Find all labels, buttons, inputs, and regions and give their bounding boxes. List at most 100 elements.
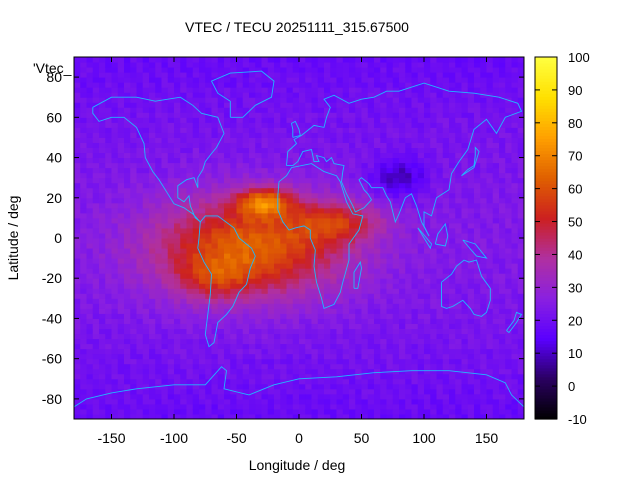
heatmap-cell: [80, 212, 87, 219]
heatmap-cell: [155, 393, 162, 400]
heatmap-cell: [461, 248, 469, 254]
heatmap-cell: [224, 197, 231, 204]
heatmap-cell: [455, 253, 462, 259]
heatmap-cell: [367, 283, 375, 289]
heatmap-cell: [205, 263, 212, 269]
heatmap-cell: [230, 248, 237, 254]
heatmap-cell: [211, 207, 219, 214]
heatmap-cell: [417, 293, 425, 299]
heatmap-cell: [292, 363, 300, 370]
heatmap-cell: [299, 172, 306, 179]
heatmap-cell: [486, 353, 494, 360]
heatmap-cell: [117, 333, 125, 340]
heatmap-cell: [292, 393, 300, 400]
heatmap-cell: [255, 243, 262, 249]
heatmap-cell: [286, 358, 294, 365]
heatmap-cell: [117, 87, 125, 93]
heatmap-cell: [292, 82, 300, 88]
heatmap-cell: [367, 177, 375, 184]
heatmap-cell: [324, 283, 331, 289]
heatmap-cell: [355, 368, 362, 375]
heatmap-cell: [324, 273, 331, 279]
heatmap-cell: [299, 72, 306, 78]
heatmap-cell: [386, 62, 394, 68]
heatmap-cell: [255, 72, 262, 78]
heatmap-cell: [324, 87, 331, 93]
heatmap-cell: [374, 152, 381, 159]
heatmap-cell: [455, 313, 462, 319]
heatmap-cell: [192, 318, 200, 324]
heatmap-cell: [492, 117, 500, 123]
heatmap-cell: [436, 288, 444, 294]
heatmap-cell: [292, 217, 300, 224]
heatmap-cell: [461, 182, 469, 189]
heatmap-cell: [336, 298, 344, 304]
heatmap-cell: [136, 373, 144, 380]
heatmap-cell: [99, 222, 106, 229]
heatmap-cell: [349, 363, 356, 370]
heatmap-cell: [361, 403, 369, 410]
heatmap-cell: [355, 132, 362, 138]
heatmap-cell: [124, 328, 131, 335]
heatmap-cell: [261, 107, 269, 113]
heatmap-cell: [261, 82, 269, 88]
heatmap-cell: [436, 72, 444, 78]
heatmap-cell: [492, 268, 500, 274]
heatmap-cell: [74, 137, 81, 143]
heatmap-cell: [436, 212, 444, 219]
heatmap-cell: [324, 137, 331, 143]
heatmap-cell: [467, 197, 475, 204]
heatmap-cell: [142, 303, 150, 309]
heatmap-cell: [230, 97, 237, 103]
heatmap-cell: [211, 117, 219, 123]
heatmap-cell: [224, 62, 231, 68]
heatmap-cell: [286, 258, 294, 264]
heatmap-cell: [192, 288, 200, 294]
heatmap-cell: [367, 67, 375, 73]
heatmap-cell: [111, 353, 119, 360]
heatmap-cell: [230, 167, 237, 174]
heatmap-cell: [186, 77, 194, 83]
heatmap-cell: [330, 413, 337, 420]
heatmap-cell: [361, 162, 369, 169]
heatmap-cell: [336, 273, 344, 279]
heatmap-cell: [267, 263, 275, 269]
heatmap-cell: [467, 152, 475, 159]
heatmap-cell: [449, 308, 456, 314]
heatmap-cell: [161, 278, 169, 284]
heatmap-cell: [480, 338, 487, 345]
heatmap-cell: [255, 253, 262, 259]
heatmap-cell: [255, 217, 262, 224]
heatmap-cell: [417, 87, 425, 93]
heatmap-cell: [386, 273, 394, 279]
heatmap-cell: [361, 238, 369, 244]
heatmap-cell: [505, 288, 512, 294]
heatmap-cell: [192, 112, 200, 118]
heatmap-cell: [386, 328, 394, 335]
heatmap-cell: [117, 62, 125, 68]
heatmap-cell: [217, 172, 225, 179]
heatmap-cell: [99, 403, 106, 410]
heatmap-cell: [224, 353, 231, 360]
heatmap-cell: [461, 323, 469, 329]
heatmap-cell: [105, 398, 112, 405]
heatmap-cell: [255, 212, 262, 219]
heatmap-cell: [374, 283, 381, 289]
heatmap-cell: [330, 202, 337, 209]
heatmap-cell: [149, 348, 156, 355]
heatmap-cell: [192, 388, 200, 395]
heatmap-cell: [105, 348, 112, 355]
heatmap-cell: [236, 77, 244, 83]
heatmap-cell: [449, 97, 456, 103]
heatmap-cell: [455, 338, 462, 345]
heatmap-cell: [449, 112, 456, 118]
heatmap-cell: [467, 212, 475, 219]
heatmap-cell: [342, 383, 350, 390]
heatmap-cell: [461, 243, 469, 249]
heatmap-cell: [399, 308, 406, 314]
heatmap-cell: [349, 152, 356, 159]
heatmap-cell: [499, 308, 506, 314]
heatmap-cell: [192, 102, 200, 108]
heatmap-cell: [249, 408, 256, 415]
heatmap-cell: [124, 288, 131, 294]
